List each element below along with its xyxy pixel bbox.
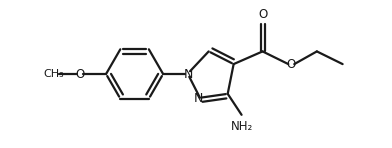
Text: N: N (193, 92, 203, 106)
Text: CH₃: CH₃ (43, 69, 64, 79)
Text: O: O (76, 67, 85, 81)
Text: O: O (287, 58, 296, 71)
Text: NH₂: NH₂ (230, 120, 253, 133)
Text: N: N (183, 67, 193, 81)
Text: O: O (258, 8, 267, 21)
